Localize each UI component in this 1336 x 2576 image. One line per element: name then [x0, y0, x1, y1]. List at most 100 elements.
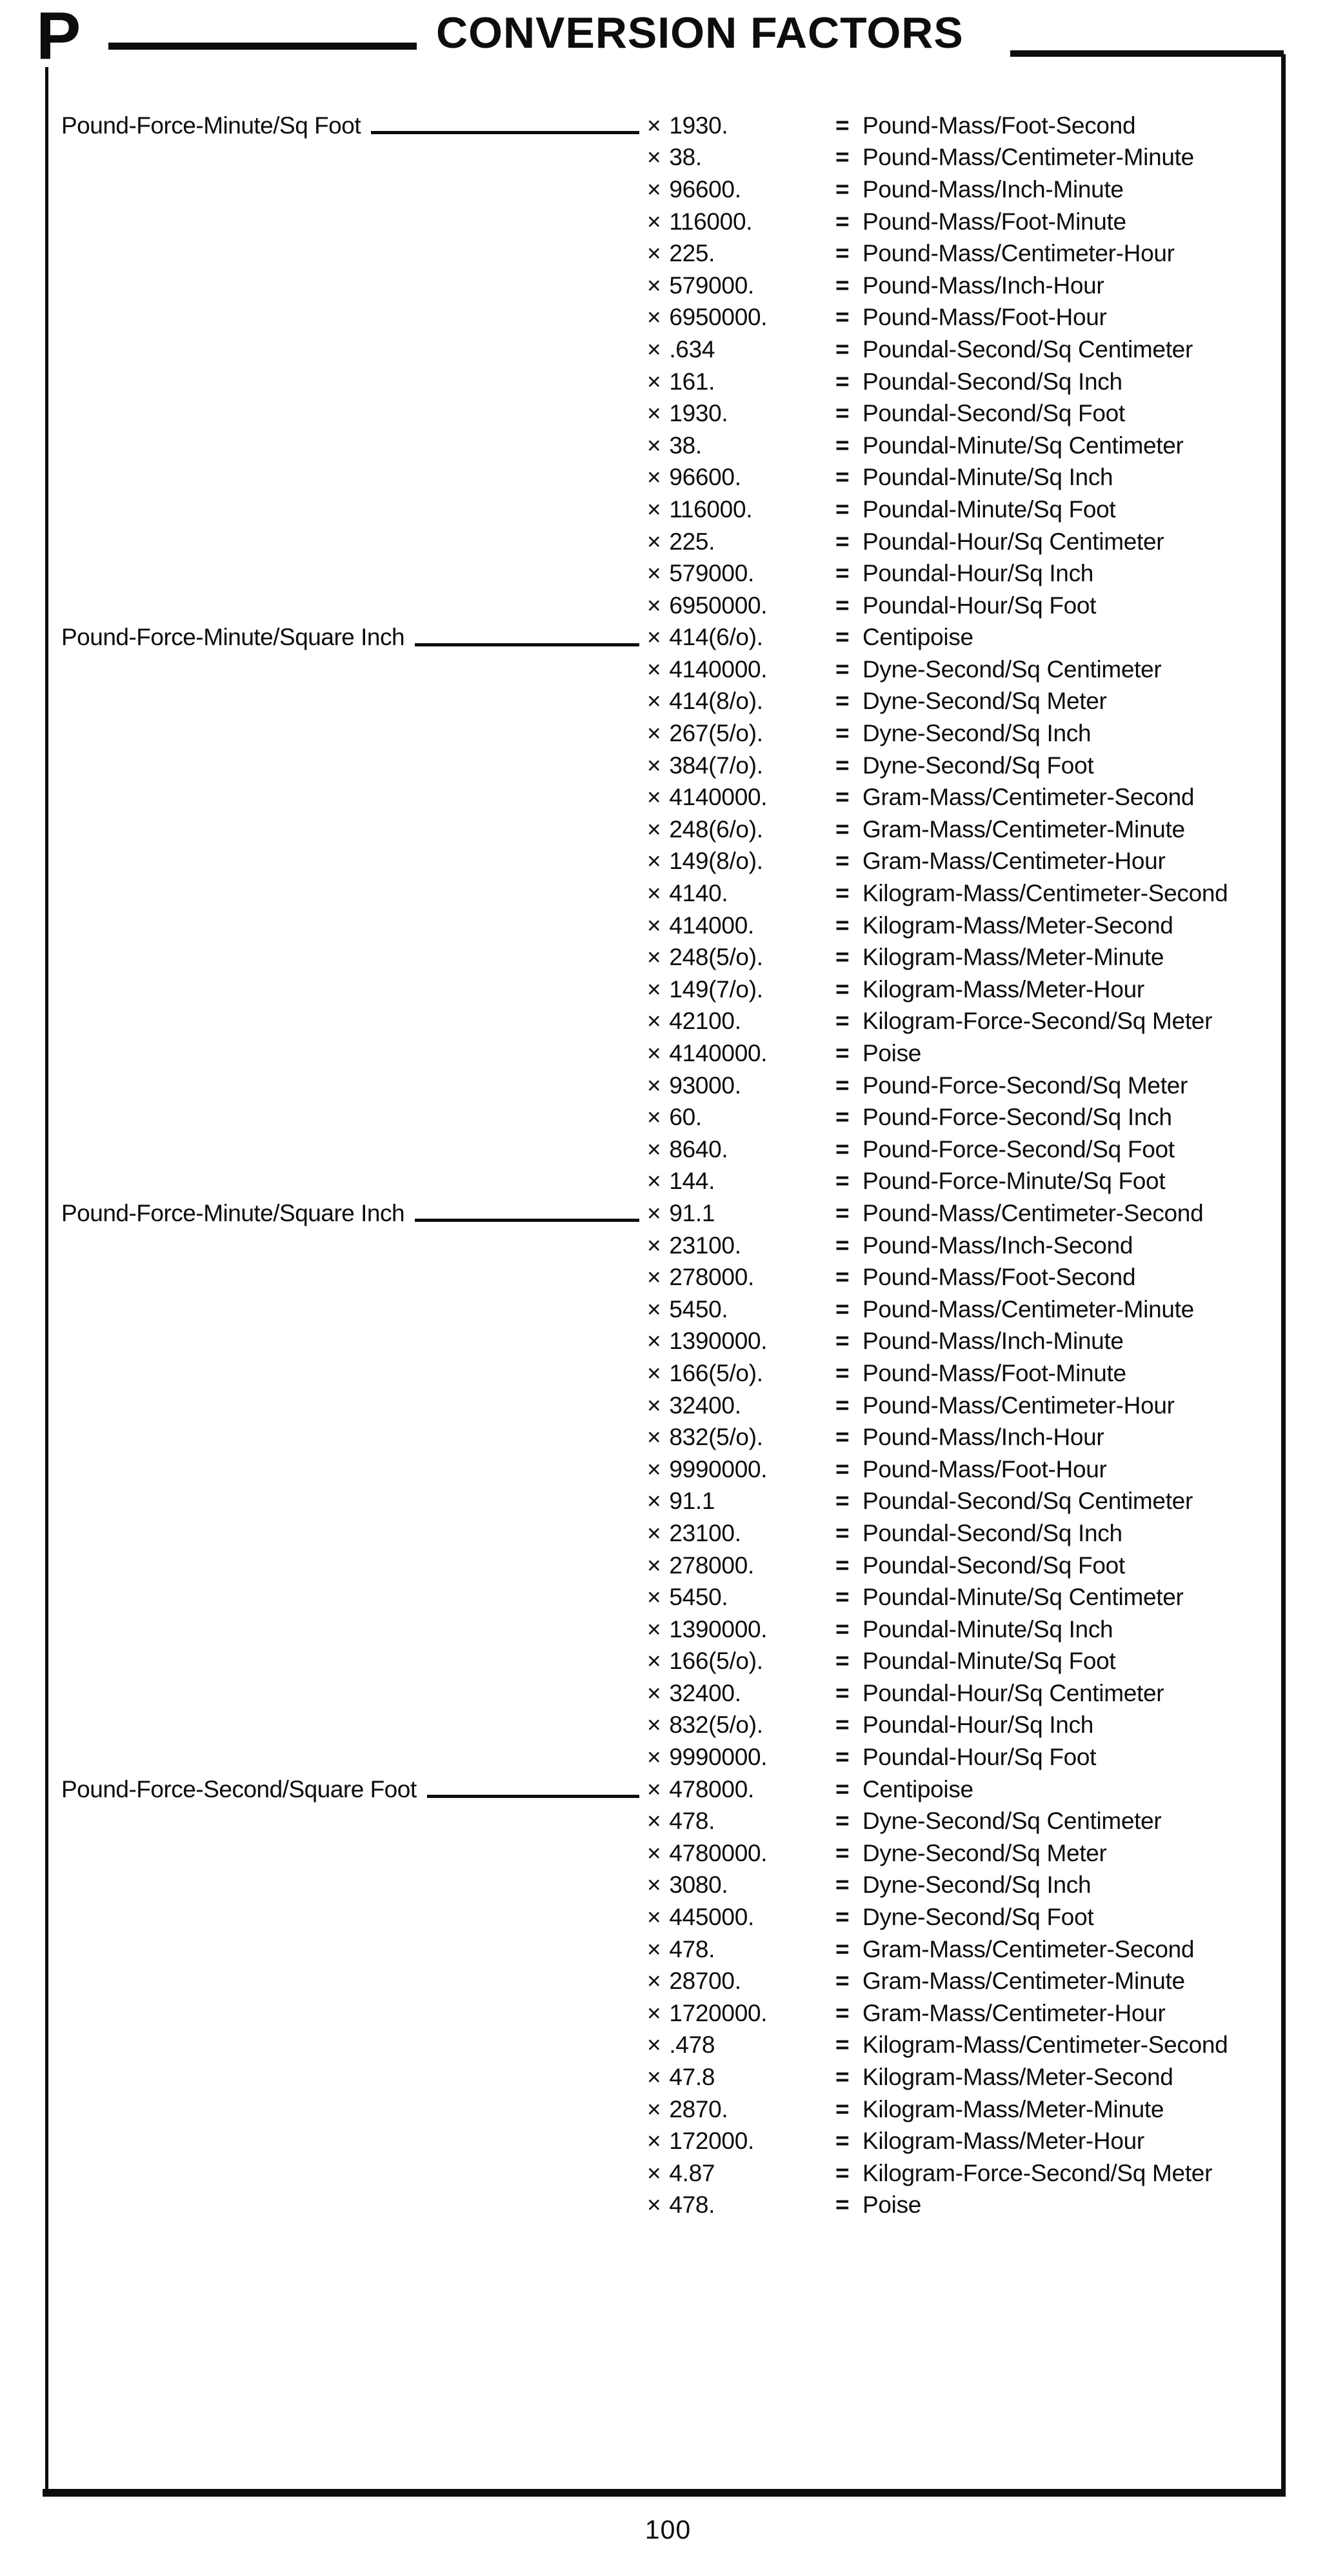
- equals-sign: =: [835, 1104, 850, 1131]
- factor-value: 32400.: [669, 1392, 741, 1419]
- result-unit: Gram-Mass/Centimeter-Second: [862, 784, 1195, 811]
- multiply-sign: ×: [647, 1168, 661, 1195]
- result-unit: Dyne-Second/Sq Inch: [862, 1872, 1092, 1899]
- equals-sign: =: [835, 1615, 850, 1642]
- table-row: × 3080. = Dyne-Second/Sq Inch: [61, 1870, 1274, 1902]
- multiply-sign: ×: [647, 1359, 661, 1386]
- equals-sign: =: [835, 1584, 850, 1611]
- table-row: × 23100. = Poundal-Second/Sq Inch: [61, 1517, 1274, 1550]
- multiply-sign: ×: [647, 400, 661, 427]
- multiply-sign: ×: [647, 1648, 661, 1675]
- table-row: × 38. = Pound-Mass/Centimeter-Minute: [61, 142, 1274, 174]
- result-unit: Poundal-Minute/Sq Foot: [862, 495, 1116, 523]
- multiply-sign: ×: [647, 1295, 661, 1323]
- result-unit: Poundal-Second/Sq Inch: [862, 1519, 1122, 1546]
- factor-value: 9990000.: [669, 1455, 768, 1483]
- equals-sign: =: [835, 208, 850, 235]
- factor-cell: × 2870.: [647, 2096, 728, 2123]
- table-row: × 166(5/o). = Pound-Mass/Foot-Minute: [61, 1357, 1274, 1390]
- multiply-sign: ×: [647, 368, 661, 395]
- table-row: × 5450. = Poundal-Minute/Sq Centimeter: [61, 1581, 1274, 1613]
- factor-value: 28700.: [669, 1968, 741, 1995]
- table-row: × 6950000. = Poundal-Hour/Sq Foot: [61, 590, 1274, 622]
- factor-value: 4140000.: [669, 655, 768, 683]
- multiply-sign: ×: [647, 1135, 661, 1163]
- equals-sign: =: [835, 112, 850, 139]
- factor-value: 414(8/o).: [669, 688, 763, 715]
- factor-value: 4140000.: [669, 1040, 768, 1067]
- equals-sign: =: [835, 1648, 850, 1675]
- section-letter: P: [36, 0, 81, 74]
- leader-line: [426, 1795, 639, 1799]
- result-unit: Poundal-Hour/Sq Inch: [862, 1712, 1094, 1739]
- result-unit: Poundal-Minute/Sq Centimeter: [862, 432, 1184, 459]
- equals-sign: =: [835, 1999, 850, 2026]
- multiply-sign: ×: [647, 1584, 661, 1611]
- result-unit: Poundal-Hour/Sq Inch: [862, 560, 1094, 587]
- factor-value: 149(8/o).: [669, 848, 763, 875]
- factor-cell: × 1390000.: [647, 1615, 768, 1643]
- result-unit: Gram-Mass/Centimeter-Minute: [862, 1968, 1185, 1995]
- factor-cell: × 4.87: [647, 2160, 715, 2187]
- result-unit: Poundal-Hour/Sq Centimeter: [862, 1679, 1164, 1706]
- factor-cell: × 9990000.: [647, 1455, 768, 1483]
- equals-sign: =: [835, 432, 850, 459]
- multiply-sign: ×: [647, 272, 661, 299]
- table-row: × 445000. = Dyne-Second/Sq Foot: [61, 1901, 1274, 1933]
- multiply-sign: ×: [647, 1008, 661, 1035]
- equals-sign: =: [835, 880, 850, 907]
- factor-cell: × 149(7/o).: [647, 976, 763, 1003]
- box-border-bottom: [43, 2489, 1286, 2497]
- result-unit: Poundal-Second/Sq Foot: [862, 400, 1125, 427]
- factor-cell: × 832(5/o).: [647, 1424, 763, 1451]
- factor-value: 1930.: [669, 400, 728, 427]
- multiply-sign: ×: [647, 1839, 661, 1866]
- equals-sign: =: [835, 1519, 850, 1546]
- equals-sign: =: [835, 1552, 850, 1579]
- equals-sign: =: [835, 784, 850, 811]
- table-row: × 478. = Dyne-Second/Sq Centimeter: [61, 1805, 1274, 1837]
- result-unit: Centipoise: [862, 624, 973, 651]
- factor-value: 225.: [669, 240, 715, 267]
- equals-sign: =: [835, 335, 850, 363]
- multiply-sign: ×: [647, 1392, 661, 1419]
- factor-value: 1390000.: [669, 1615, 768, 1642]
- multiply-sign: ×: [647, 975, 661, 1003]
- result-unit: Kilogram-Mass/Meter-Second: [862, 912, 1173, 939]
- multiply-sign: ×: [647, 1488, 661, 1515]
- factor-cell: × 1390000.: [647, 1328, 768, 1355]
- multiply-sign: ×: [647, 1744, 661, 1771]
- table-row: × 4140000. = Poise: [61, 1037, 1274, 1070]
- equals-sign: =: [835, 368, 850, 395]
- factor-value: 93000.: [669, 1072, 741, 1099]
- table-row: × 32400. = Poundal-Hour/Sq Centimeter: [61, 1677, 1274, 1710]
- multiply-sign: ×: [647, 2159, 661, 2186]
- result-unit: Pound-Mass/Foot-Second: [862, 1264, 1136, 1291]
- multiply-sign: ×: [647, 688, 661, 715]
- multiply-sign: ×: [647, 848, 661, 875]
- factor-cell: × 4140000.: [647, 1040, 768, 1067]
- factor-value: 166(5/o).: [669, 1648, 763, 1675]
- box-border-right: [1281, 54, 1286, 2497]
- factor-value: 384(7/o).: [669, 752, 763, 779]
- factor-cell: × 8640.: [647, 1136, 728, 1163]
- factor-cell: × 172000.: [647, 2128, 754, 2155]
- result-unit: Dyne-Second/Sq Foot: [862, 752, 1094, 779]
- result-unit: Pound-Mass/Centimeter-Hour: [862, 240, 1175, 267]
- factor-value: .634: [669, 335, 715, 363]
- factor-value: 38.: [669, 144, 702, 171]
- factor-value: 278000.: [669, 1264, 754, 1291]
- factor-value: 47.8: [669, 2064, 715, 2091]
- table-row: × 4140000. = Dyne-Second/Sq Centimeter: [61, 654, 1274, 686]
- equals-sign: =: [835, 560, 850, 587]
- result-unit: Pound-Force-Second/Sq Inch: [862, 1104, 1172, 1131]
- multiply-sign: ×: [647, 2095, 661, 2122]
- factor-value: 579000.: [669, 560, 754, 587]
- factor-value: 832(5/o).: [669, 1424, 763, 1451]
- row-label-area: Pound-Force-Minute/Sq Foot: [61, 110, 639, 142]
- equals-sign: =: [835, 400, 850, 427]
- factor-cell: × 414000.: [647, 912, 754, 939]
- multiply-sign: ×: [647, 1199, 661, 1226]
- result-unit: Kilogram-Mass/Meter-Minute: [862, 944, 1164, 971]
- result-unit: Pound-Mass/Inch-Minute: [862, 1328, 1124, 1355]
